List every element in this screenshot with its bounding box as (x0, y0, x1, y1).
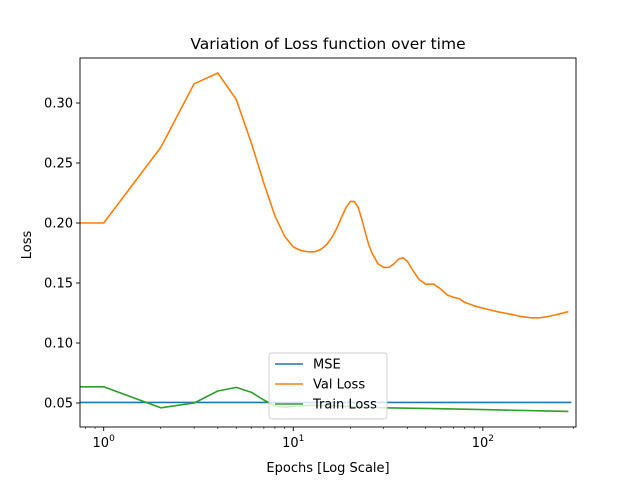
x-tick-label: 101 (282, 434, 304, 451)
plot-frame (79, 57, 577, 428)
y-tick-label: 0.20 (44, 217, 73, 232)
y-tick-label: 0.05 (44, 397, 73, 412)
y-tick-label: 0.10 (44, 337, 73, 352)
x-tick-label: 100 (93, 434, 116, 451)
legend: MSE Val Loss Train Loss (268, 352, 388, 420)
y-axis-label: Loss (20, 231, 35, 260)
x-tick-label: 102 (472, 434, 494, 451)
series-line-val-loss (80, 72, 569, 319)
legend-label-train-loss: Train Loss (312, 398, 377, 413)
x-axis-label: Epochs [Log Scale] (266, 461, 389, 476)
legend-label-val-loss: Val Loss (313, 378, 365, 393)
y-tick-label: 0.30 (44, 97, 73, 112)
chart-title: Variation of Loss function over time (190, 35, 465, 53)
y-tick-label: 0.25 (44, 157, 73, 172)
legend-box (268, 352, 388, 420)
y-tick-label: 0.15 (44, 277, 73, 292)
legend-label-mse: MSE (313, 358, 341, 373)
